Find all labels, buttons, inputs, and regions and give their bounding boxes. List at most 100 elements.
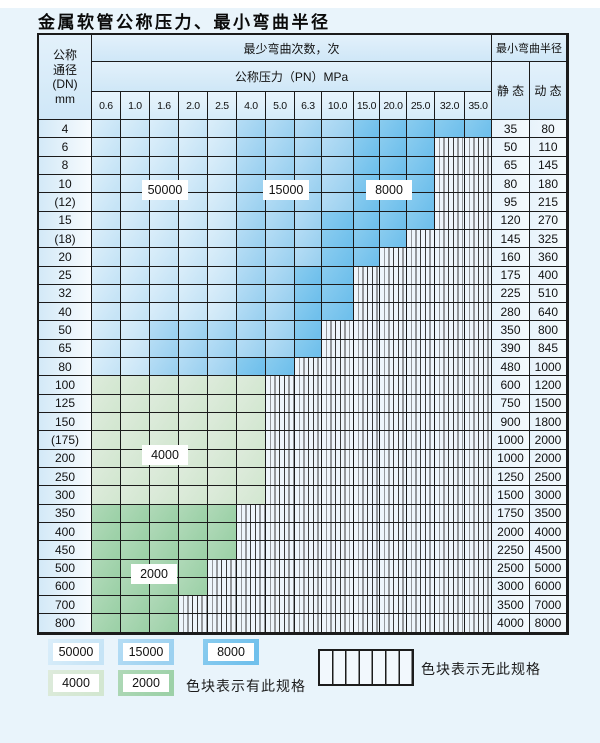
no-spec-cell	[380, 339, 407, 359]
static-value-cell: 145	[492, 229, 530, 249]
dn-cell: 500	[39, 559, 92, 578]
no-spec-cell	[407, 266, 435, 285]
no-spec-cell	[407, 522, 435, 542]
spec-cell	[237, 138, 266, 157]
spec-cell	[237, 248, 266, 267]
spec-cell	[121, 504, 150, 523]
spec-cell	[179, 339, 208, 359]
no-spec-cell	[266, 614, 295, 633]
spec-cell	[208, 266, 237, 285]
no-spec-cell	[295, 614, 322, 633]
spec-cell	[237, 376, 266, 395]
spec-cell	[150, 614, 179, 633]
spec-cell	[179, 229, 208, 249]
no-spec-cell	[266, 376, 295, 395]
static-value-cell: 80	[492, 174, 530, 194]
no-spec-cell	[208, 559, 237, 578]
no-spec-cell	[465, 596, 492, 615]
legend-swatch-label: 4000	[53, 674, 99, 692]
no-spec-cell	[354, 449, 380, 468]
no-spec-cell	[407, 431, 435, 450]
static-value-cell: 120	[492, 211, 530, 230]
no-spec-cell	[322, 504, 354, 523]
spec-cell	[179, 486, 208, 505]
dn-cell: 400	[39, 522, 92, 542]
no-spec-cell	[295, 559, 322, 578]
spec-cell	[150, 229, 179, 249]
no-spec-cell	[266, 431, 295, 450]
spec-cell	[295, 120, 322, 139]
no-spec-cell	[354, 486, 380, 505]
spec-cell	[407, 211, 435, 230]
spec-cell	[179, 504, 208, 523]
spec-cell	[92, 577, 121, 597]
spec-cell	[92, 358, 121, 377]
band-label-2000: 2000	[131, 564, 177, 584]
no-spec-cell	[322, 358, 354, 377]
no-spec-cell	[237, 614, 266, 633]
spec-cell	[150, 284, 179, 304]
spec-cell	[322, 211, 354, 230]
static-value-cell: 750	[492, 394, 530, 413]
spec-cell	[150, 266, 179, 285]
spec-cell	[150, 413, 179, 432]
static-value-cell: 35	[492, 120, 530, 139]
spec-cell	[322, 156, 354, 175]
static-value-cell: 2500	[492, 559, 530, 578]
no-spec-cell	[354, 376, 380, 395]
spec-cell	[465, 120, 492, 139]
spec-cell	[150, 522, 179, 542]
no-spec-cell	[380, 303, 407, 322]
no-spec-cell	[295, 577, 322, 597]
dn-cell: 100	[39, 376, 92, 395]
spec-cell	[237, 467, 266, 487]
no-spec-cell	[322, 559, 354, 578]
spec-cell	[266, 138, 295, 157]
no-spec-cell	[465, 339, 492, 359]
spec-cell	[354, 211, 380, 230]
pressure-value-header: 1.6	[150, 92, 179, 120]
no-spec-cell	[465, 431, 492, 450]
spec-cell	[121, 284, 150, 304]
spec-cell	[92, 120, 121, 139]
dynamic-value-cell: 7000	[530, 596, 567, 615]
spec-cell	[121, 120, 150, 139]
no-spec-cell	[354, 303, 380, 322]
spec-cell	[150, 376, 179, 395]
spec-cell	[237, 193, 266, 212]
legend-swatch-label: 8000	[208, 643, 254, 661]
spec-cell	[179, 266, 208, 285]
spec-cell	[121, 138, 150, 157]
spec-cell	[237, 156, 266, 175]
dynamic-value-cell: 845	[530, 339, 567, 359]
spec-cell	[266, 229, 295, 249]
min-radius-header: 最小弯曲半径	[492, 35, 567, 62]
spec-cell	[237, 358, 266, 377]
no-spec-cell	[465, 248, 492, 267]
spec-cell	[237, 321, 266, 340]
no-spec-cell	[465, 284, 492, 304]
no-spec-cell	[266, 559, 295, 578]
spec-cell	[92, 248, 121, 267]
no-spec-cell	[266, 467, 295, 487]
legend-has-spec-text: 色块表示有此规格	[186, 678, 306, 694]
static-value-cell: 95	[492, 193, 530, 212]
no-spec-cell	[407, 229, 435, 249]
dynamic-value-cell: 2000	[530, 449, 567, 468]
no-spec-cell	[407, 596, 435, 615]
legend-swatch-4000: 4000	[48, 670, 104, 696]
dn-cell: 8	[39, 156, 92, 175]
no-spec-cell	[380, 614, 407, 633]
spec-cell	[266, 248, 295, 267]
spec-cell	[92, 614, 121, 633]
no-spec-cell	[435, 486, 465, 505]
spec-cell	[266, 120, 295, 139]
band-label-4000: 4000	[142, 445, 188, 465]
spec-cell	[208, 486, 237, 505]
no-spec-cell	[435, 248, 465, 267]
page-top-margin	[0, 0, 600, 8]
no-spec-cell	[380, 321, 407, 340]
no-spec-cell	[322, 394, 354, 413]
spec-cell	[380, 156, 407, 175]
pressure-value-header: 4.0	[237, 92, 266, 120]
